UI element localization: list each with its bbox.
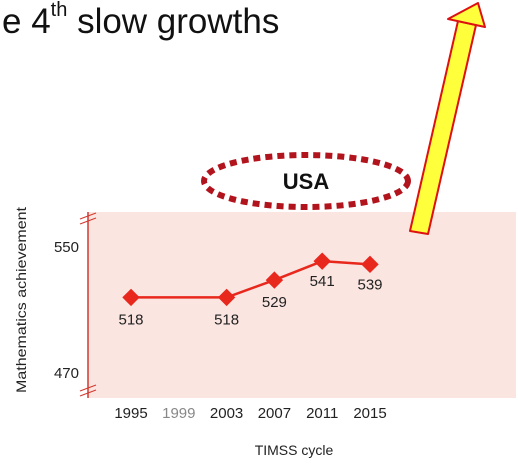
heading-superscript: th	[50, 0, 68, 22]
data-label: 541	[310, 273, 335, 290]
arrow-shaft	[409, 20, 477, 235]
x-tick-label: 1995	[114, 405, 147, 422]
usa-label: USA	[283, 169, 330, 194]
y-tick-label: 470	[54, 365, 79, 382]
data-point-marker	[313, 252, 331, 270]
plot-background	[88, 212, 516, 398]
heading-prefix: e 4	[2, 2, 51, 41]
data-point-marker	[217, 288, 236, 307]
series-layer: 518 518 529 541 539	[118, 252, 383, 328]
x-tick-label: 2011	[306, 405, 338, 422]
heading-suffix: slow growths	[67, 2, 280, 41]
axis-break-bottom	[79, 384, 97, 397]
y-tick-label: 550	[54, 239, 79, 256]
x-axis-title: TIMSS cycle	[255, 442, 334, 458]
arrow-head	[447, 2, 486, 28]
y-tick-labels: 550 470	[54, 239, 79, 382]
data-label: 539	[357, 276, 382, 293]
x-tick-label: 2003	[210, 405, 243, 422]
y-axis-title: Mathematics achievement	[13, 207, 29, 393]
data-label: 518	[214, 311, 239, 328]
highlight-arrow	[409, 2, 486, 235]
slide-heading: e 4th slow growths	[2, 0, 280, 42]
data-point-marker	[265, 271, 284, 289]
data-point-marker	[122, 288, 140, 307]
usa-highlight-ellipse	[201, 152, 411, 210]
data-label: 529	[262, 294, 287, 311]
x-tick-label: 2015	[353, 405, 386, 422]
x-tick-label: 2007	[258, 405, 291, 422]
data-label: 518	[118, 311, 143, 328]
x-tick-labels: 1995 1999 2003 2007 2011 2015	[114, 405, 386, 422]
data-point-marker	[361, 255, 379, 274]
axis-break-top	[79, 212, 97, 225]
x-tick-label: 1999	[162, 405, 195, 422]
